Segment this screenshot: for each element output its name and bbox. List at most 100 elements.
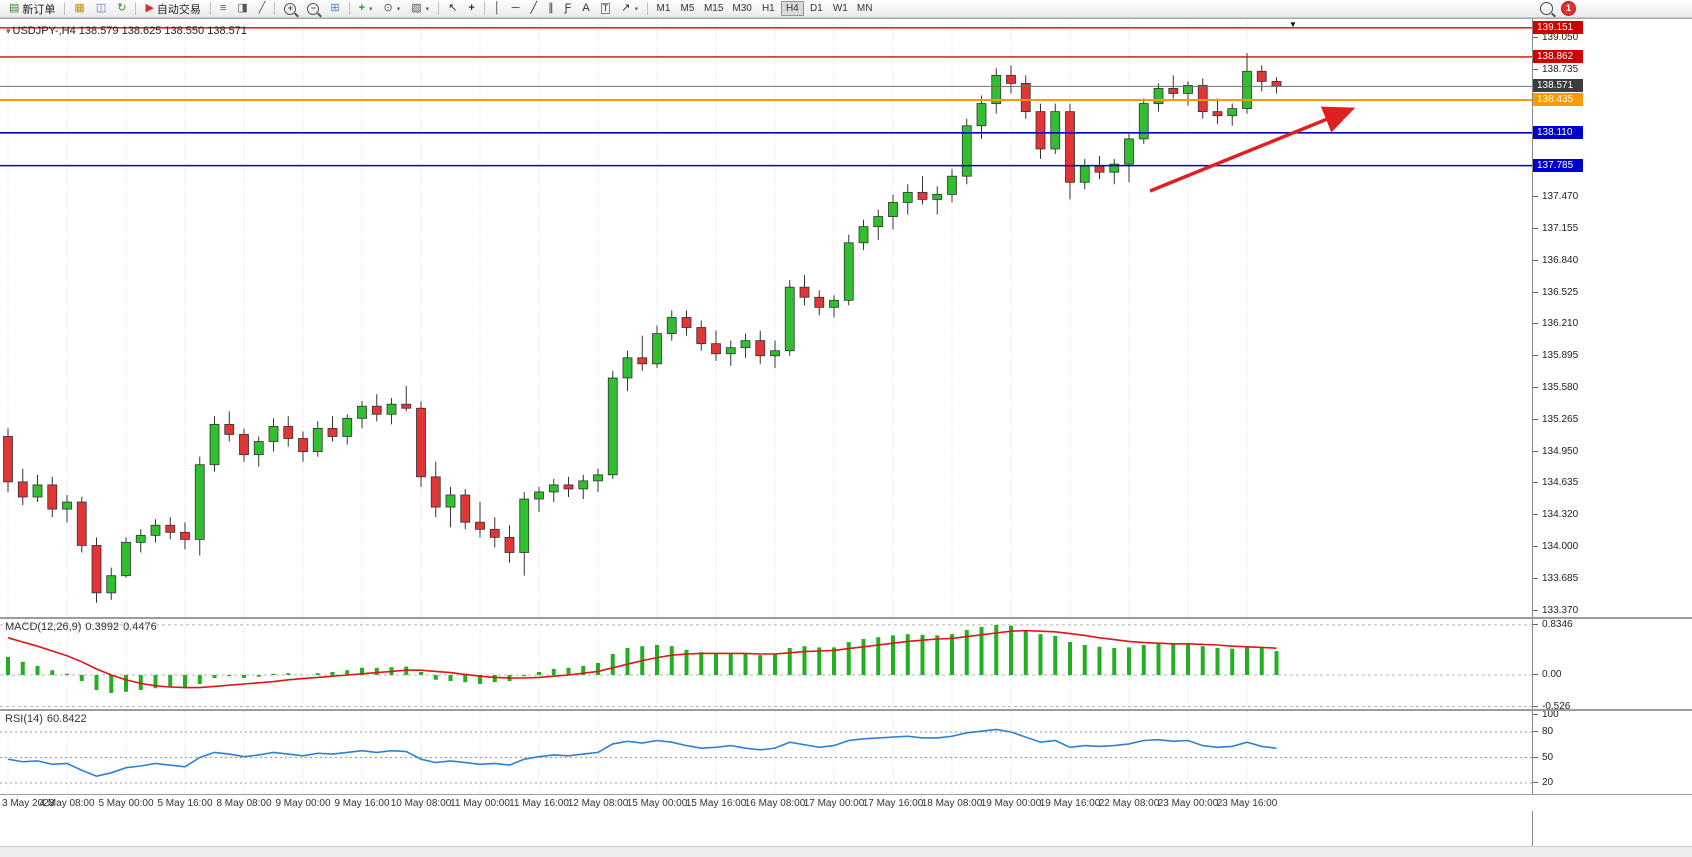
timeframe-button-h4[interactable]: H4 xyxy=(780,1,804,16)
refresh-icon: ↻ xyxy=(117,2,127,14)
time-tick-label: 9 May 00:00 xyxy=(275,798,331,809)
rsi-pane-canvas[interactable] xyxy=(0,711,1532,793)
channel-button[interactable]: ∥ xyxy=(543,1,559,17)
rsi-name: RSI(14) xyxy=(5,713,43,725)
trendline-icon: ╱ xyxy=(530,2,538,14)
macd-signal-line xyxy=(7,629,1277,689)
periods-button[interactable]: ⊙ ▾ xyxy=(379,1,406,17)
new-order-label: 新订单 xyxy=(22,3,56,16)
time-tick-label: 15 May 16:00 xyxy=(685,798,747,809)
time-tick-label: 19 May 16:00 xyxy=(1039,798,1101,809)
price-tick-label: 134.950 xyxy=(1533,445,1578,458)
symbol-collapse-icon[interactable]: ▾ xyxy=(6,26,11,36)
separator xyxy=(135,2,137,15)
separator xyxy=(646,2,648,15)
profiles-icon: ◫ xyxy=(95,2,107,14)
time-tick-label: 19 May 00:00 xyxy=(980,798,1042,809)
zoom-out-button[interactable]: − xyxy=(302,1,324,17)
notification-badge[interactable]: 1 xyxy=(1561,1,1576,16)
clock-icon: ⊙ xyxy=(383,2,393,14)
macd-grid xyxy=(0,619,1532,709)
separator xyxy=(348,2,350,15)
charts-button[interactable]: ▦ xyxy=(69,1,89,17)
price-tick-label: 134.320 xyxy=(1533,508,1578,521)
arrows-button[interactable]: ↗ ▾ xyxy=(616,1,643,17)
dropdown-caret-icon: ▾ xyxy=(425,5,430,13)
bottom-scroll-area[interactable] xyxy=(0,846,1692,857)
rsi-value: 60.8422 xyxy=(46,713,87,725)
tile-windows-button[interactable]: ⊞ xyxy=(325,1,344,17)
separator xyxy=(209,2,211,15)
time-axis[interactable]: 3 May 2023 4 May 08:00 5 May 00:00 5 May 16… xyxy=(0,794,1692,811)
price-tick-label: 136.210 xyxy=(1533,317,1578,330)
price-tick-label: 133.685 xyxy=(1533,572,1578,585)
tile-windows-icon: ⊞ xyxy=(330,2,340,14)
trendline-button[interactable]: ╱ xyxy=(526,1,543,17)
vertical-line-icon: │ xyxy=(493,2,501,14)
toolbar-right-group: 1 xyxy=(1540,1,1576,16)
timeframe-button-h1[interactable]: H1 xyxy=(757,1,780,16)
cursor-button[interactable]: ↖ xyxy=(443,1,462,17)
candlestick-icon: ◨ xyxy=(237,2,248,14)
bar-chart-button[interactable]: ≡ xyxy=(215,1,231,17)
time-tick-label: 8 May 08:00 xyxy=(216,798,272,809)
refresh-button[interactable]: ↻ xyxy=(112,1,131,17)
profiles-button[interactable]: ◫ xyxy=(91,1,111,17)
time-tick-label: 3 May 2023 xyxy=(2,798,55,809)
search-icon[interactable] xyxy=(1540,2,1553,15)
timeframe-group: M1 M5 M15 M30 H1 H4 D1 W1 MN xyxy=(652,1,876,16)
timeframe-button-mn[interactable]: MN xyxy=(853,1,877,16)
scroll-position-icon: ▼ xyxy=(1289,20,1297,29)
pane-splitter[interactable] xyxy=(0,709,1692,711)
dropdown-caret-icon: ▾ xyxy=(634,5,638,13)
new-order-button[interactable]: ▤ 新订单 xyxy=(4,1,60,17)
time-tick-label: 12 May 08:00 xyxy=(567,798,629,809)
price-axis[interactable]: 139.050138.735138.420138.105137.790137.4… xyxy=(1532,19,1692,857)
price-tick-label: 138.735 xyxy=(1533,63,1578,76)
symbol-ohlc-label: ▾ USDJPY-,H4 138.579 138.625 138.550 138.… xyxy=(6,25,247,37)
timeframe-button-m30[interactable]: M30 xyxy=(728,1,755,16)
timeframe-button-m15[interactable]: M15 xyxy=(700,1,727,16)
text-label-button[interactable]: T xyxy=(596,1,616,17)
templates-button[interactable]: ▧ ▾ xyxy=(406,1,434,17)
text-icon: A xyxy=(582,2,590,14)
horizontal-line-button[interactable]: ─ xyxy=(507,1,525,17)
timeframe-button-w1[interactable]: W1 xyxy=(829,1,852,16)
channel-icon: ∥ xyxy=(548,2,554,14)
chart-area: ▼ ▾ USDJPY-,H4 138.579 138.625 138.550 13… xyxy=(0,18,1692,857)
timeframe-button-m1[interactable]: M1 xyxy=(652,1,675,16)
macd-value-main: 0.3992 xyxy=(85,621,120,633)
time-tick-label: 18 May 08:00 xyxy=(921,798,983,809)
dropdown-caret-icon: ▾ xyxy=(369,5,373,13)
rsi-tick-label: 80 xyxy=(1533,725,1553,738)
price-tick-label: 139.050 xyxy=(1533,31,1578,44)
time-tick-label: 22 May 08:00 xyxy=(1098,798,1160,809)
vertical-line-button[interactable]: │ xyxy=(489,1,506,17)
trend-arrow[interactable] xyxy=(1149,106,1356,193)
new-order-icon: ▤ xyxy=(9,2,20,14)
text-label-icon: T xyxy=(600,3,611,14)
line-chart-button[interactable]: ╱ xyxy=(254,1,271,17)
price-chart-canvas[interactable] xyxy=(0,21,1532,619)
autotrading-button[interactable]: ▶ 自动交易 xyxy=(140,1,205,17)
time-tick-label: 17 May 16:00 xyxy=(862,798,924,809)
candlestick-button[interactable]: ◨ xyxy=(232,1,252,17)
fibonacci-button[interactable]: Ƒ xyxy=(560,1,577,17)
autotrading-icon: ▶ xyxy=(145,2,154,14)
crosshair-button[interactable]: + xyxy=(463,1,479,17)
time-tick-label: 15 May 00:00 xyxy=(626,798,688,809)
template-icon: ▧ xyxy=(411,2,422,14)
ohlc-values: 138.579 138.625 138.550 138.571 xyxy=(78,25,247,37)
pane-splitter[interactable] xyxy=(0,617,1692,619)
zoom-in-button[interactable]: + xyxy=(279,1,301,17)
bar-chart-icon: ≡ xyxy=(219,2,227,14)
indicators-button[interactable]: + ▾ xyxy=(354,1,378,17)
timeframe-button-m5[interactable]: M5 xyxy=(676,1,699,16)
price-tick-label: 134.000 xyxy=(1533,540,1578,553)
time-tick-label: 11 May 00:00 xyxy=(450,798,510,809)
timeframe-button-d1[interactable]: D1 xyxy=(805,1,828,16)
macd-pane-canvas[interactable] xyxy=(0,619,1532,709)
indicators-icon: + xyxy=(358,2,366,14)
text-button[interactable]: A xyxy=(577,1,594,17)
fibonacci-icon: Ƒ xyxy=(564,2,572,14)
